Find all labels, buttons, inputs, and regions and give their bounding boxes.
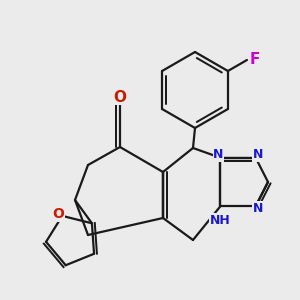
Text: NH: NH: [210, 214, 231, 227]
Text: O: O: [113, 89, 127, 104]
Text: N: N: [252, 148, 263, 161]
Text: N: N: [252, 202, 263, 215]
Text: F: F: [250, 52, 260, 68]
Text: N: N: [213, 148, 224, 161]
Text: O: O: [52, 207, 64, 221]
